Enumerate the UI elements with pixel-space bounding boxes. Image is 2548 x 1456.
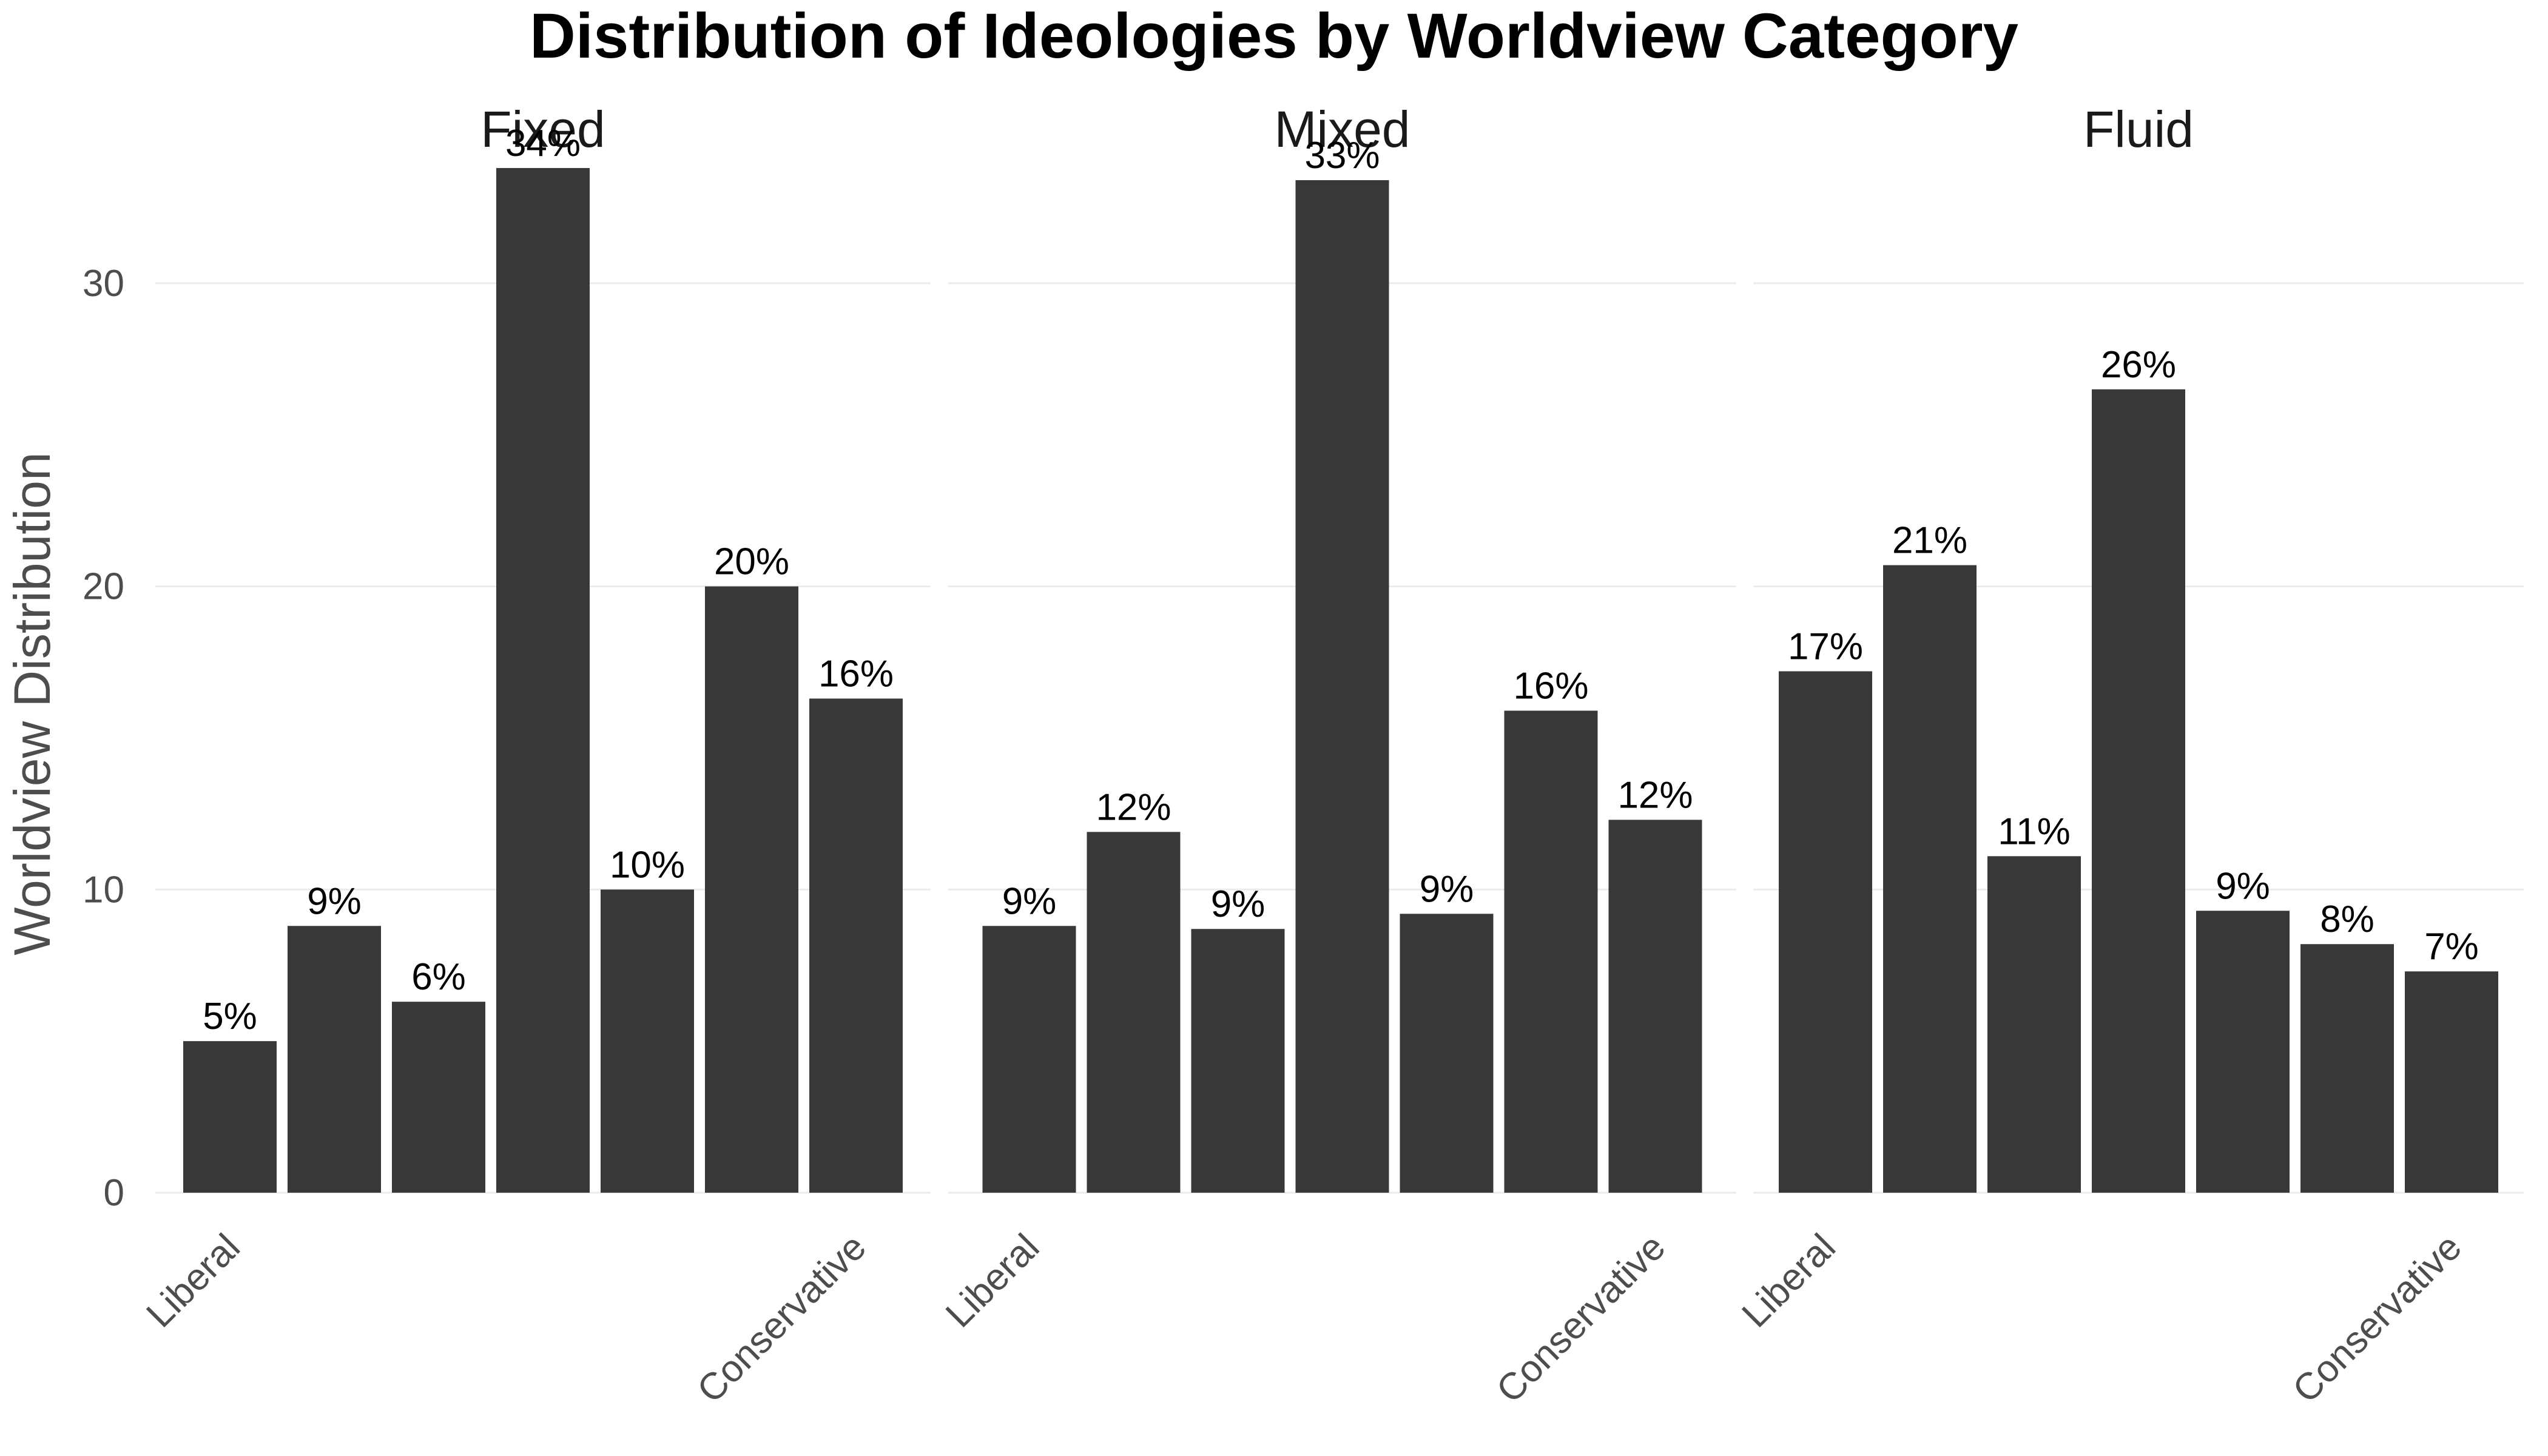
y-tick-label: 20 [83,566,124,608]
bar-data-label: 5% [203,996,257,1037]
bar [1400,914,1494,1193]
bar-data-label: 26% [2101,344,2176,386]
bar [982,926,1076,1193]
x-tick-label: Conservative [2285,1226,2470,1411]
bar-data-label: 16% [1513,665,1588,707]
bar-data-label: 20% [714,541,789,583]
bar-data-label: 16% [818,653,894,695]
bar [809,698,903,1193]
bar [1608,820,1702,1193]
bar-data-label: 10% [610,844,685,886]
bar [601,889,694,1193]
bar [2405,971,2498,1193]
facet-title: Fixed [480,101,605,158]
x-tick-label: Liberal [138,1226,248,1335]
x-tick-label: Conservative [689,1226,874,1411]
bar-data-label: 17% [1788,625,1863,667]
x-tick-label: Liberal [938,1226,1047,1335]
facet-title: Fluid [2083,101,2194,158]
bar-data-label: 9% [1211,883,1266,925]
bar [1779,671,1872,1193]
bar [1295,180,1389,1193]
bar-data-label: 9% [2216,865,2270,907]
bar [2300,944,2394,1193]
y-tick-label: 30 [83,263,124,305]
bar [2092,389,2185,1193]
bar [496,167,590,1193]
bar [1987,856,2081,1193]
x-tick-label: Conservative [1489,1226,1674,1411]
bar-data-label: 12% [1096,786,1171,828]
chart-title: Distribution of Ideologies by Worldview … [530,1,2018,72]
facet-panel-fixed: Fixed 5% Liberal 9% 6% 34% 10% 20% 16% Conservati… [138,101,931,1411]
bar [183,1041,277,1193]
bar [1504,710,1598,1193]
bar [392,1002,485,1193]
y-axis-ticks: 0 10 20 30 [83,263,124,1214]
bar-data-label: 9% [307,880,362,922]
bar-data-label: 7% [2424,926,2479,968]
bar-data-label: 8% [2320,898,2374,940]
y-tick-label: 0 [104,1172,124,1214]
bar-data-label: 9% [1002,880,1057,922]
bar-data-label: 33% [1304,135,1380,177]
facet-panel-fluid: Fluid 17% Liberal 21% 11% 26% 9% 8% 7% Conservati… [1734,101,2524,1411]
bar-data-label: 6% [411,956,466,998]
y-tick-label: 10 [83,869,124,911]
bar [288,926,381,1193]
bar-data-label: 11% [1998,811,2071,852]
facet-panels: Fixed 5% Liberal 9% 6% 34% 10% 20% 16% Conservati… [138,101,2524,1411]
bar [1191,929,1285,1193]
bar-data-label: 21% [1892,520,1967,562]
bar [1883,565,1977,1193]
bar-data-label: 9% [1420,868,1474,910]
facet-panel-mixed: Mixed 9% Liberal 12% 9% 33% 9% 16% 12% Conservati… [938,101,1736,1411]
bar [2196,911,2290,1193]
y-axis-title: Worldview Distribution [4,452,61,955]
x-tick-label: Liberal [1734,1226,1843,1335]
bar [1087,832,1181,1193]
bar [705,586,798,1193]
bar-data-label: 12% [1617,774,1693,816]
facet-title: Mixed [1274,101,1410,158]
bar-data-label: 34% [505,123,581,164]
